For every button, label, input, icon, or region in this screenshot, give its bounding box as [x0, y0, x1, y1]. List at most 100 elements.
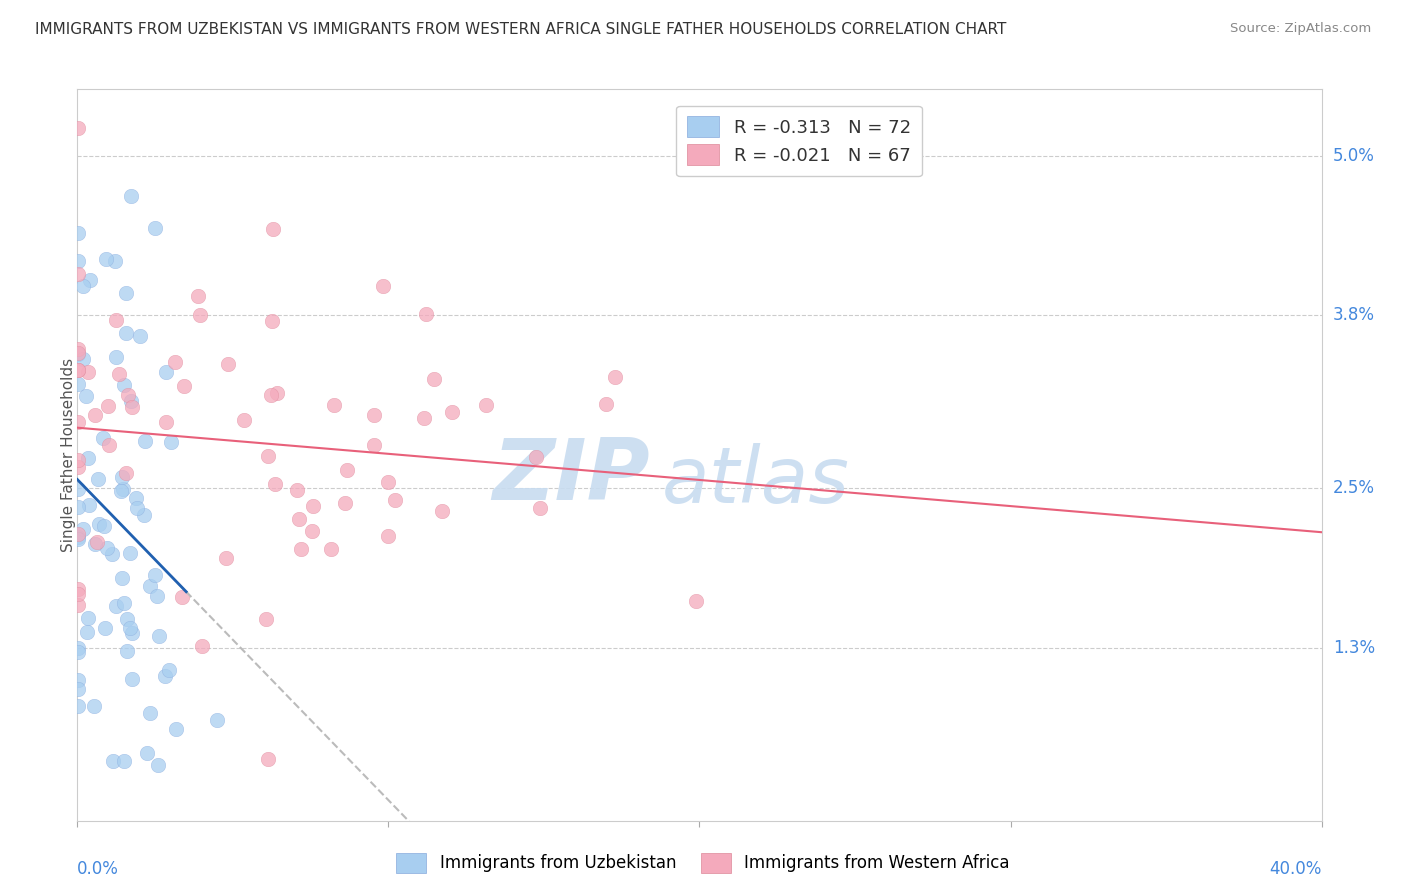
Point	[108, 367, 131, 381]
Point	[72, 351, 94, 366]
Point	[139, 706, 162, 720]
Point	[66, 363, 89, 377]
Point	[105, 313, 128, 327]
Point	[94, 622, 117, 636]
Point	[187, 289, 209, 303]
Point	[254, 611, 277, 625]
Point	[415, 307, 437, 321]
Point	[155, 365, 177, 379]
Point	[66, 526, 89, 541]
Point	[83, 698, 105, 713]
Point	[143, 220, 166, 235]
Point	[127, 501, 149, 516]
Point	[112, 754, 135, 768]
Point	[97, 399, 120, 413]
Point	[363, 409, 385, 423]
Text: 2.5%: 2.5%	[1333, 479, 1375, 497]
Point	[115, 612, 138, 626]
Point	[115, 643, 138, 657]
Point	[260, 388, 283, 402]
Point	[66, 482, 89, 496]
Point	[66, 346, 89, 360]
Point	[157, 663, 180, 677]
Point	[263, 476, 285, 491]
Point	[77, 451, 100, 466]
Text: atlas: atlas	[662, 442, 851, 518]
Point	[319, 541, 342, 556]
Point	[66, 681, 89, 696]
Point	[155, 415, 177, 429]
Point	[66, 586, 89, 600]
Point	[134, 508, 156, 522]
Point	[524, 450, 547, 465]
Point	[170, 590, 193, 604]
Point	[66, 530, 89, 544]
Point	[117, 387, 139, 401]
Point	[262, 222, 284, 236]
Point	[145, 589, 167, 603]
Point	[67, 640, 90, 655]
Point	[66, 121, 89, 136]
Point	[66, 598, 89, 612]
Text: 5.0%: 5.0%	[1333, 146, 1375, 165]
Point	[134, 434, 156, 449]
Point	[66, 582, 89, 596]
Point	[191, 639, 214, 653]
Text: ZIP: ZIP	[492, 435, 650, 518]
Point	[135, 746, 157, 760]
Point	[205, 713, 228, 727]
Point	[115, 326, 138, 341]
Point	[160, 434, 183, 449]
Point	[72, 522, 94, 536]
Point	[101, 754, 124, 768]
Point	[685, 594, 707, 608]
Point	[75, 389, 97, 403]
Point	[77, 610, 100, 624]
Point	[260, 314, 283, 328]
Point	[121, 400, 143, 414]
Point	[87, 472, 110, 486]
Point	[66, 226, 89, 240]
Point	[323, 399, 346, 413]
Text: 0.0%: 0.0%	[77, 860, 120, 878]
Point	[79, 273, 101, 287]
Point	[66, 533, 89, 547]
Point	[595, 397, 617, 411]
Point	[112, 482, 135, 496]
Point	[153, 669, 176, 683]
Point	[104, 253, 127, 268]
Point	[529, 501, 551, 516]
Point	[115, 285, 138, 300]
Point	[188, 308, 211, 322]
Point	[173, 379, 195, 393]
Point	[121, 672, 143, 686]
Point	[110, 484, 132, 499]
Point	[125, 491, 148, 505]
Point	[112, 597, 135, 611]
Point	[115, 466, 138, 480]
Point	[66, 268, 89, 282]
Point	[377, 529, 399, 543]
Point	[301, 524, 323, 538]
Point	[66, 377, 89, 392]
Point	[143, 567, 166, 582]
Point	[129, 329, 152, 343]
Point	[89, 516, 111, 531]
Point	[104, 599, 127, 614]
Point	[77, 365, 100, 379]
Point	[139, 579, 162, 593]
Point	[96, 541, 118, 555]
Point	[217, 357, 239, 371]
Point	[285, 483, 308, 497]
Point	[118, 621, 141, 635]
Point	[441, 405, 464, 419]
Text: 40.0%: 40.0%	[1270, 860, 1322, 878]
Point	[66, 460, 89, 475]
Text: 3.8%: 3.8%	[1333, 306, 1375, 325]
Point	[256, 751, 278, 765]
Point	[148, 757, 170, 772]
Point	[66, 347, 89, 361]
Legend: R = -0.313   N = 72, R = -0.021   N = 67: R = -0.313 N = 72, R = -0.021 N = 67	[676, 105, 922, 176]
Point	[301, 499, 323, 513]
Point	[118, 546, 141, 560]
